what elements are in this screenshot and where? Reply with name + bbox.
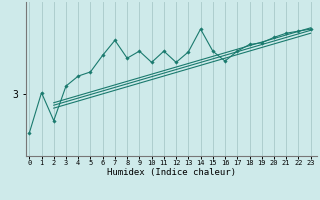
X-axis label: Humidex (Indice chaleur): Humidex (Indice chaleur) (107, 168, 236, 177)
